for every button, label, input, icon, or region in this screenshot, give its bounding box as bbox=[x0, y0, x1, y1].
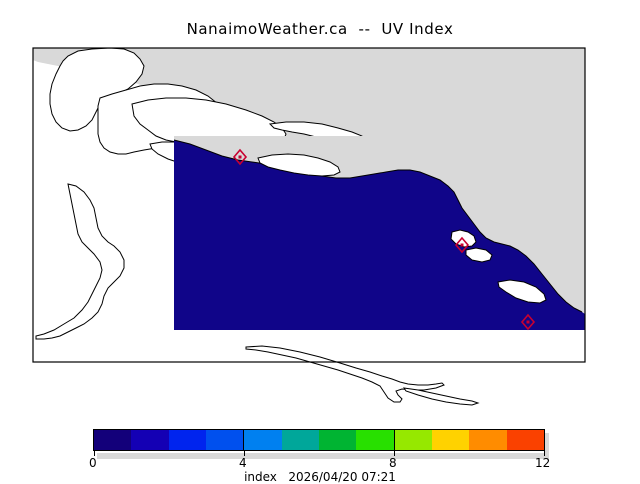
colorbar-label-8: 8 bbox=[389, 456, 397, 470]
colorbar-shadow-right bbox=[545, 433, 549, 459]
colorbar-tick-12 bbox=[544, 451, 545, 456]
colorbar-segment-8-9[interactable] bbox=[393, 430, 432, 450]
station-marker-1[interactable] bbox=[232, 148, 248, 166]
vancouver-island-west-coast bbox=[35, 183, 125, 340]
outline-land-layer bbox=[35, 183, 480, 406]
colorbar-segment-10-11[interactable] bbox=[469, 430, 507, 450]
colorbar[interactable] bbox=[93, 429, 545, 451]
colorbar-tick-0 bbox=[94, 451, 95, 456]
colorbar-tick-8 bbox=[394, 451, 395, 456]
colorbar-segment-4-5[interactable] bbox=[243, 430, 282, 450]
station-marker-2[interactable] bbox=[454, 236, 470, 254]
colorbar-tick-4 bbox=[244, 451, 245, 456]
map-frame bbox=[32, 47, 586, 363]
colorbar-segment-3-4[interactable] bbox=[205, 430, 244, 450]
colorbar-segment-5-6[interactable] bbox=[281, 430, 319, 450]
colorbar-label-4: 4 bbox=[239, 456, 247, 470]
southern-narrow-island bbox=[245, 345, 445, 403]
map-panel bbox=[0, 36, 640, 416]
colorbar-label-12: 12 bbox=[535, 456, 551, 470]
colorbar-segment-6-7[interactable] bbox=[318, 430, 357, 450]
colorbar-shadow bbox=[97, 453, 549, 459]
island-east-2 bbox=[465, 247, 493, 263]
page-title: NanaimoWeather.ca -- UV Index bbox=[186, 20, 454, 38]
colorbar-caption: index 2026/04/20 07:21 bbox=[244, 470, 396, 484]
station-marker-layer[interactable] bbox=[232, 148, 536, 331]
colorbar-segment-11-12[interactable] bbox=[506, 430, 544, 450]
land-layer bbox=[33, 48, 585, 326]
colorbar-segment-2-3[interactable] bbox=[168, 430, 206, 450]
colorbar-segment-0-1[interactable] bbox=[94, 430, 132, 450]
mainland-landmass bbox=[33, 48, 585, 326]
colorbar-label-0: 0 bbox=[89, 456, 97, 470]
colorbar-segment-7-8[interactable] bbox=[356, 430, 394, 450]
southern-island-spit bbox=[402, 387, 480, 406]
uv-data-field bbox=[0, 36, 585, 330]
colorbar-segment-1-2[interactable] bbox=[131, 430, 169, 450]
map-canvas[interactable] bbox=[0, 36, 640, 416]
uv-data-layer bbox=[0, 36, 585, 330]
island-layer bbox=[257, 153, 547, 304]
colorbar-legend: 0 4 8 12 index 2026/04/20 07:21 bbox=[0, 424, 640, 484]
island-inner-strait bbox=[257, 153, 341, 177]
land-over-data bbox=[174, 136, 585, 314]
island-southeast-strip bbox=[497, 279, 547, 304]
station-marker-3[interactable] bbox=[520, 313, 536, 331]
colorbar-segment-9-10[interactable] bbox=[431, 430, 470, 450]
